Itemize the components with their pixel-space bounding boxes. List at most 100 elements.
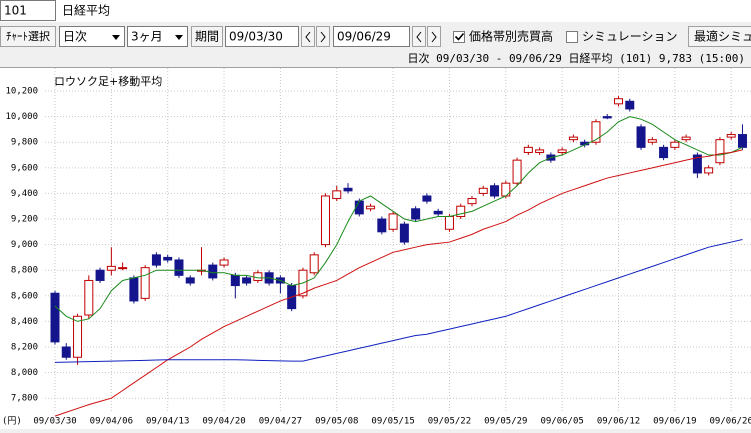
optimize-label: 最適シミュ [694,29,751,44]
candle-body [513,160,521,183]
x-tick-label: 09/04/27 [259,417,302,427]
candle-body [85,280,93,315]
candle-body [152,255,160,265]
candle-body [491,186,499,196]
x-tick-label: 09/04/13 [146,417,189,427]
candle-body [321,196,329,245]
y-tick-label: 8,800 [11,266,38,276]
candle-body [738,135,746,148]
next-button[interactable] [428,27,441,47]
chart-select-label: ﾁｬｰﾄ選択 [6,29,50,43]
candle-body [558,150,566,153]
next-button[interactable] [317,27,330,47]
x-tick-label: 09/05/29 [484,417,527,427]
y-tick-label: 10,000 [5,112,38,122]
candle-body [412,209,420,219]
y-tick-label: 10,200 [5,87,38,97]
y-tick-label: 7,800 [11,394,38,404]
candle-body [62,347,70,357]
candle-body [51,293,59,342]
to-text: 09/06/29 [337,30,391,44]
candle-body [333,191,341,199]
y-unit: (円) [2,416,22,427]
candle-body [231,275,239,285]
candle-body [705,168,713,173]
candle-body [310,255,318,273]
simulation-label: シミュレーション [582,30,678,44]
x-tick-label: 09/03/30 [33,417,76,427]
y-tick-label: 8,600 [11,291,38,301]
x-tick-label: 09/06/05 [540,417,583,427]
candle-body [479,188,487,193]
candle-body [682,137,690,140]
candle-body [603,117,611,118]
candle-body [378,219,386,232]
candle-body [536,150,544,153]
candle-body [445,216,453,229]
candle-body [423,196,431,201]
candle-body [660,147,668,157]
x-tick-label: 09/05/15 [371,417,414,427]
y-tick-label: 9,800 [11,138,38,148]
y-tick-label: 9,200 [11,215,38,225]
candle-body [130,278,138,301]
candle-body [367,206,375,209]
simulation-checkbox[interactable] [567,32,578,43]
x-tick-label: 09/05/08 [315,417,358,427]
candle-body [434,211,442,214]
candle-body [355,201,363,214]
x-tick-label: 09/06/19 [653,417,696,427]
candle-body [648,140,656,143]
prev-button[interactable] [413,27,426,47]
candle-body [164,257,172,260]
y-tick-label: 9,400 [11,189,38,199]
y-tick-label: 9,600 [11,163,38,173]
candle-body [626,101,634,109]
code-text: 101 [4,4,27,18]
chart-title: ロウソク足+移動平均 [54,74,162,88]
y-tick-label: 9,000 [11,240,38,250]
range-text: 3ヶ月 [131,30,163,44]
candle-body [389,214,397,229]
candle-body [175,260,183,275]
from-text: 09/03/30 [229,30,283,44]
candle-body [186,278,194,283]
candle-body [209,265,217,278]
candle-body [119,268,127,269]
candle-body [716,140,724,163]
x-tick-label: 09/06/26 [710,417,751,427]
candle-body [107,266,115,270]
candle-body [569,137,577,140]
candle-body [468,199,476,204]
candle-body [96,270,104,280]
candle-body [615,99,623,104]
candle-body [220,260,228,265]
candle-body [524,147,532,152]
y-tick-label: 8,400 [11,317,38,327]
period-label: 期間 [195,30,219,44]
y-tick-label: 8,000 [11,368,38,378]
x-tick-label: 09/04/06 [90,417,133,427]
status-line: 日次 09/03/30 - 09/06/29 日経平均 (101) 9,783 … [407,51,745,65]
x-tick-label: 09/05/22 [428,417,471,427]
candle-body [74,316,82,357]
chart-area [0,67,751,429]
interval-text: 日次 [63,30,87,44]
candle-body [254,273,262,281]
volume-profile-label: 価格帯別売買高 [469,29,553,44]
candle-body [637,127,645,147]
candle-body [727,135,735,138]
candle-body [400,224,408,242]
prev-button[interactable] [302,27,315,47]
candle-body [141,268,149,299]
header-bar [0,0,751,22]
x-tick-label: 09/06/12 [597,417,640,427]
candle-body [671,142,679,147]
index-name: 日経平均 [62,4,110,18]
y-tick-label: 8,200 [11,343,38,353]
candle-body [344,188,352,191]
x-tick-label: 09/04/20 [202,417,245,427]
candle-body [243,278,251,283]
